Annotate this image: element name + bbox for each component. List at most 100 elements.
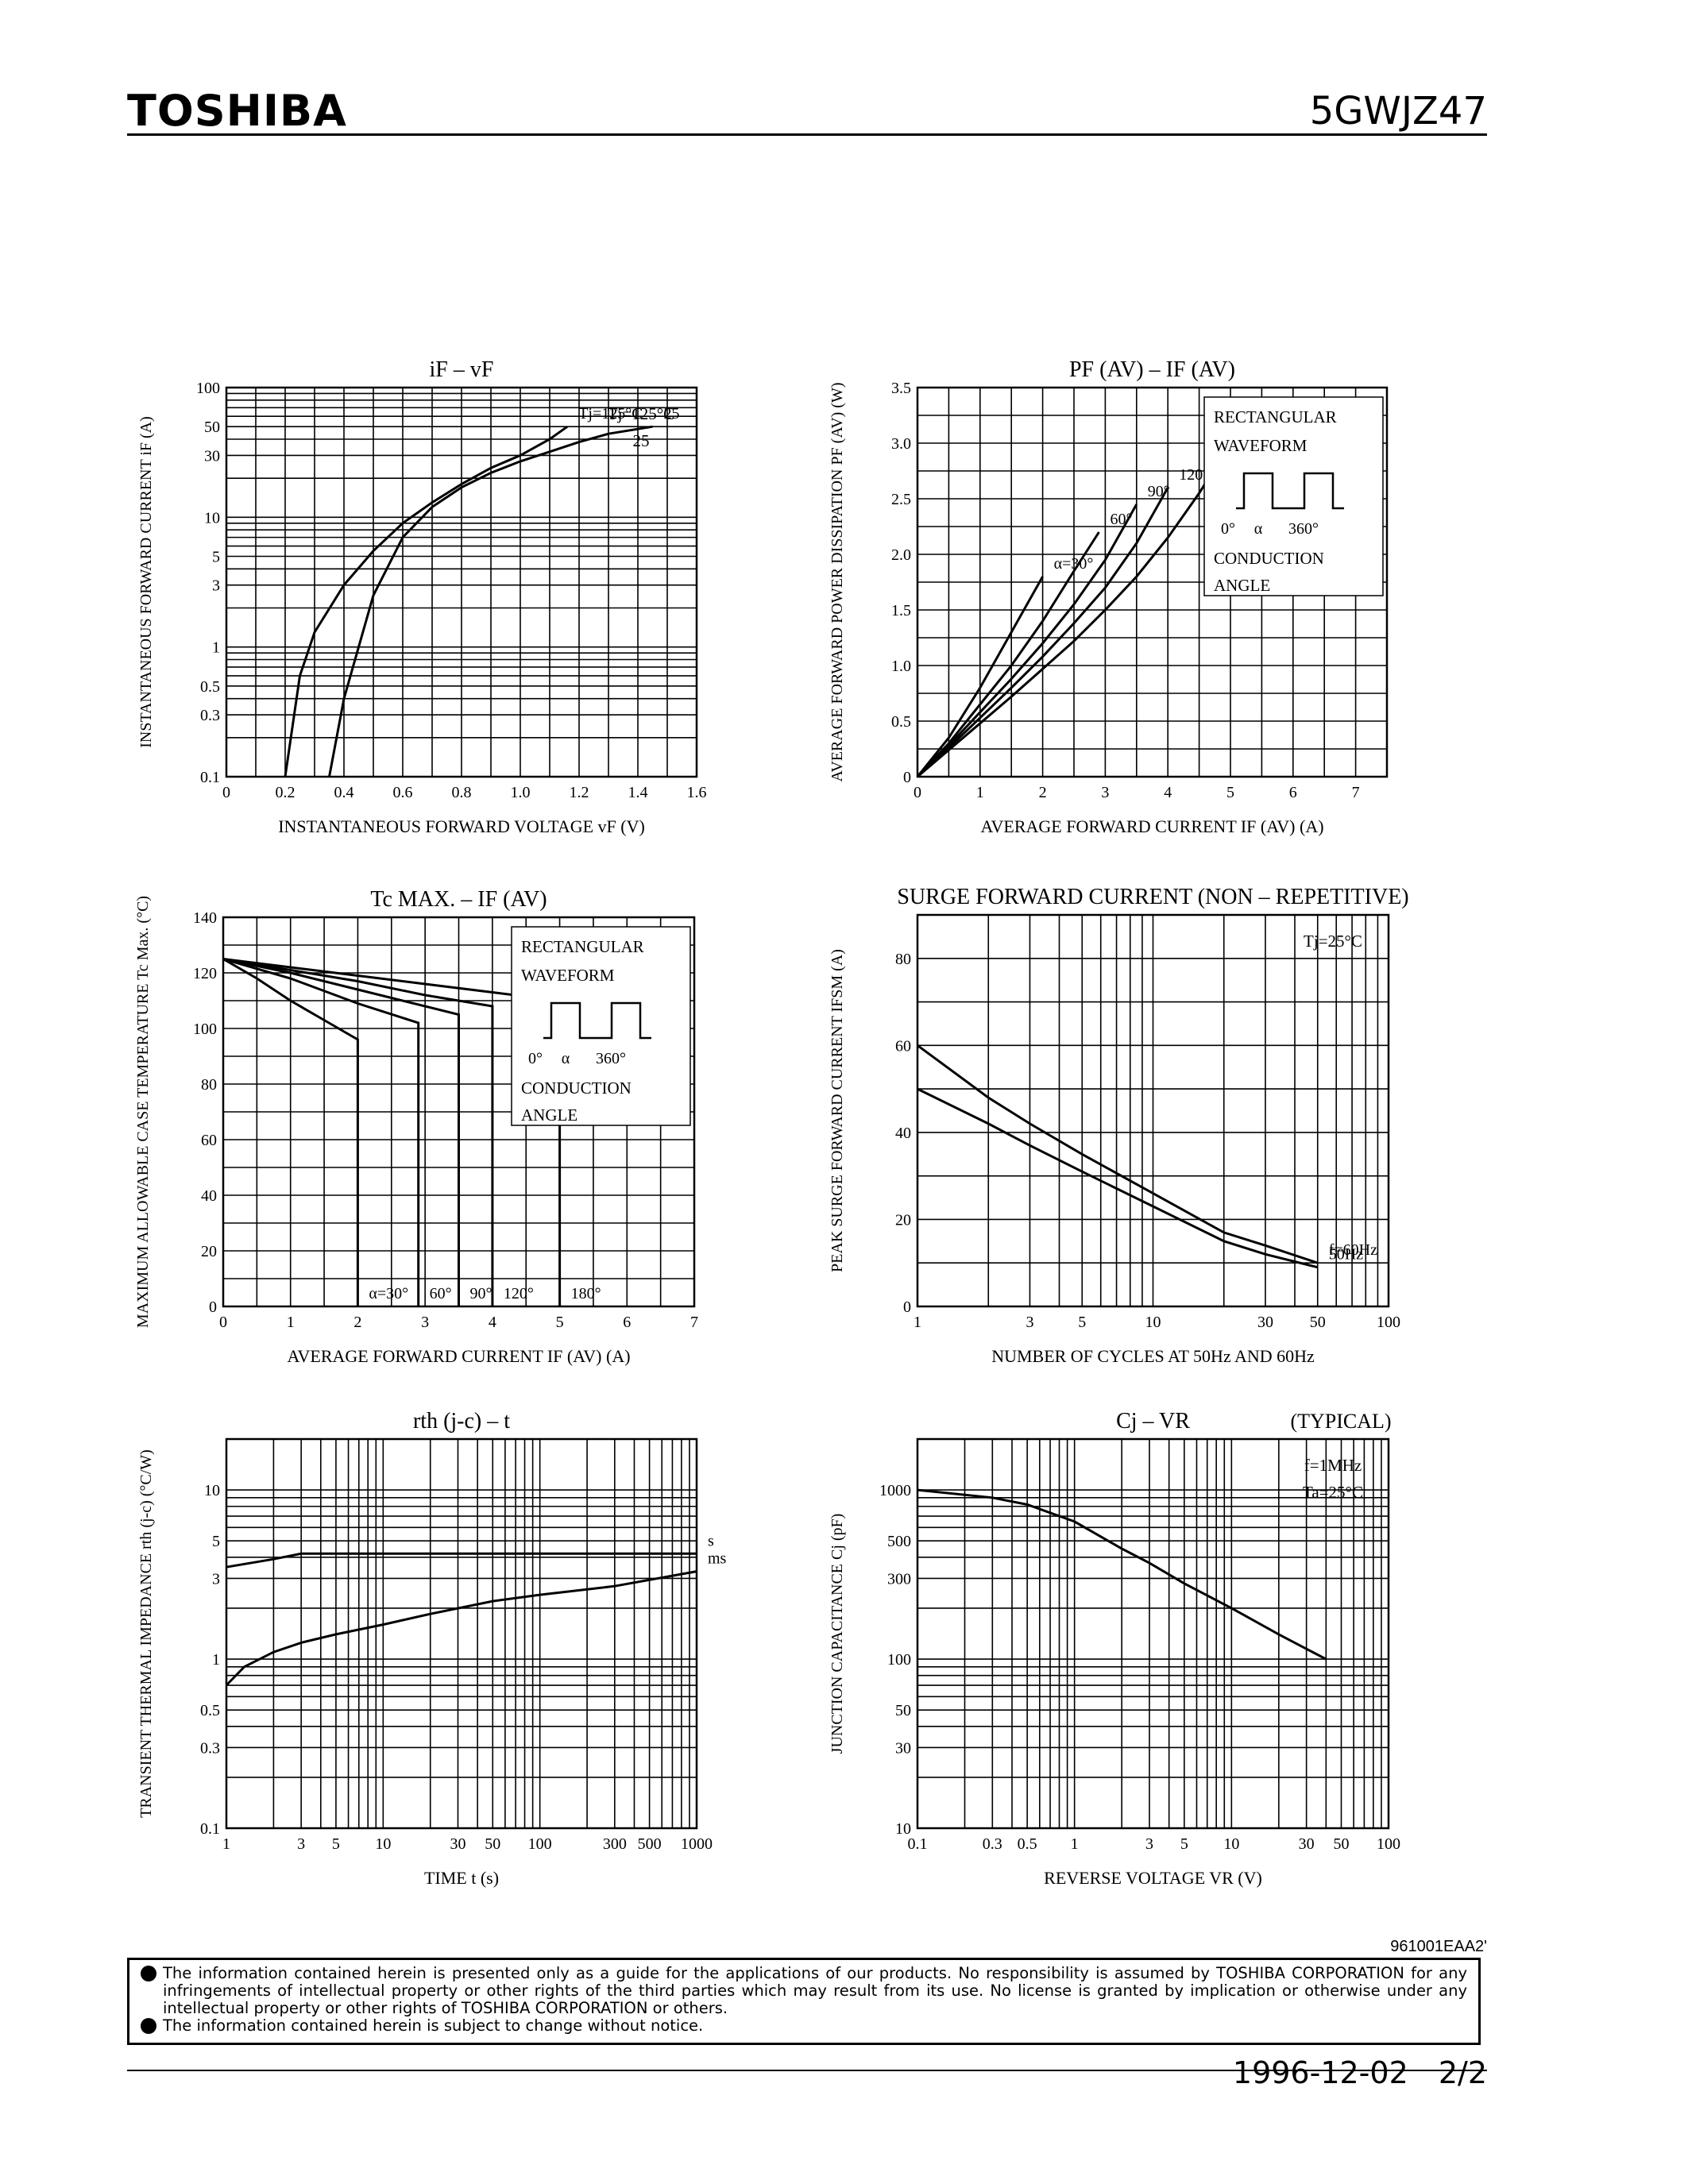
series-line <box>222 958 460 1306</box>
y-tick-label: 3.5 <box>891 380 911 397</box>
y-tick-label: 1.0 <box>891 658 911 675</box>
x-tick-label: 3 <box>421 1314 429 1331</box>
footer-page: 2/2 <box>1438 2055 1487 2090</box>
y-tick-label: 0.1 <box>200 1820 220 1838</box>
y-tick-label: 0.1 <box>200 769 220 786</box>
legend-box <box>511 926 691 1126</box>
x-tick-label: 3 <box>1145 1835 1153 1853</box>
legend-text: RECTANGULAR <box>521 937 644 956</box>
x-tick-label: 30 <box>450 1835 465 1853</box>
legend-text: ANGLE <box>521 1106 577 1125</box>
disclaimer-item: The information contained herein is pres… <box>141 1965 1467 2017</box>
footer: 1996-12-02 2/2 <box>1212 2055 1487 2090</box>
series-line <box>916 531 1100 778</box>
legend-text: 360° <box>596 1050 626 1067</box>
disclaimer-text: The information contained herein is subj… <box>163 2016 704 2035</box>
y-tick-label: 80 <box>895 951 911 968</box>
y-axis-label: MAXIMUM ALLOWABLE CASE TEMPERATURE Tc Ma… <box>134 896 152 1328</box>
plot-frame <box>916 913 1390 1308</box>
x-tick-label: 4 <box>489 1314 496 1331</box>
chart-title: PF (AV) – IF (AV) <box>1069 357 1235 382</box>
chart-title: rth (j-c) – t <box>413 1409 510 1433</box>
y-tick-label: 30 <box>895 1739 911 1757</box>
legend-text: WAVEFORM <box>521 966 615 985</box>
x-tick-label: 100 <box>528 1835 552 1853</box>
series-line <box>222 958 359 1306</box>
y-tick-label: 2.5 <box>891 491 911 508</box>
y-axis-label: TRANSIENT THERMAL IMPEDANCE rth (j-c) (°… <box>137 1449 155 1818</box>
y-tick-label: 0.3 <box>200 707 220 724</box>
y-tick-label: 1.5 <box>891 602 911 619</box>
waveform-icon <box>1236 472 1344 510</box>
y-tick-label: 30 <box>204 447 220 465</box>
legend-text: 0° <box>1221 520 1235 538</box>
y-tick-label: 80 <box>201 1076 217 1094</box>
x-axis-label: REVERSE VOLTAGE VR (V) <box>1044 1868 1262 1888</box>
x-tick-label: 100 <box>1377 1314 1400 1331</box>
series-line <box>226 1552 697 1569</box>
x-tick-label: 1.0 <box>511 784 531 801</box>
bullet-icon <box>141 1966 156 1981</box>
y-tick-label: 20 <box>201 1243 217 1260</box>
y-tick-label: 0 <box>903 769 911 786</box>
y-tick-label: 10 <box>204 1482 220 1499</box>
y-tick-label: 0.5 <box>200 1702 220 1719</box>
x-tick-label: 30 <box>1299 1835 1315 1853</box>
y-tick-label: 1000 <box>879 1482 911 1499</box>
x-tick-label: 10 <box>375 1835 391 1853</box>
x-tick-label: 6 <box>623 1314 631 1331</box>
y-tick-label: 3 <box>212 577 220 595</box>
x-tick-label: 10 <box>1223 1835 1239 1853</box>
series-line <box>328 425 653 778</box>
series-line <box>917 1488 1327 1661</box>
series-line <box>222 958 420 1306</box>
y-tick-label: 50 <box>204 419 220 436</box>
chart-annotation: 25 <box>633 431 650 450</box>
x-tick-label: 5 <box>1180 1835 1188 1853</box>
x-tick-label: 7 <box>690 1314 698 1331</box>
y-tick-label: 10 <box>895 1820 911 1838</box>
x-tick-label: 7 <box>1352 784 1360 801</box>
y-tick-label: 0 <box>903 1298 911 1316</box>
chart-annotation: Ta=25°C <box>1303 1483 1363 1502</box>
y-tick-label: 60 <box>201 1132 217 1149</box>
disclaimer-item: The information contained herein is subj… <box>141 2017 1467 2035</box>
y-tick-label: 100 <box>196 380 220 397</box>
x-tick-label: 6 <box>1289 784 1297 801</box>
series-label: 120° <box>504 1285 534 1302</box>
legend-text: 360° <box>1288 520 1319 538</box>
y-tick-label: 0.5 <box>200 678 220 696</box>
x-tick-label: 0.4 <box>334 784 354 801</box>
waveform-icon <box>543 1001 651 1040</box>
x-tick-label: 50 <box>1333 1835 1349 1853</box>
series-label: 180° <box>571 1285 601 1302</box>
series-label: 25 <box>664 405 680 423</box>
x-tick-label: 0 <box>219 1314 227 1331</box>
series-label: Tj=125°C <box>578 405 642 423</box>
x-tick-label: 3 <box>1026 1314 1033 1331</box>
y-tick-label: 5 <box>212 549 220 566</box>
series-label: 50Hz <box>1329 1246 1363 1264</box>
x-tick-label: 0 <box>222 784 230 801</box>
x-tick-label: 300 <box>603 1835 627 1853</box>
y-tick-label: 20 <box>895 1211 911 1229</box>
x-axis-label: TIME t (s) <box>424 1868 499 1888</box>
brand-logo: TOSHIBA <box>127 86 347 136</box>
series-label: ms <box>708 1550 727 1568</box>
y-tick-label: 10 <box>204 509 220 527</box>
footer-date: 1996-12-02 <box>1232 2055 1408 2090</box>
x-tick-label: 1000 <box>681 1835 713 1853</box>
x-tick-label: 5 <box>332 1835 340 1853</box>
series-line <box>916 504 1138 778</box>
series-label: 120° <box>1179 466 1209 484</box>
plot-frame <box>225 1437 698 1830</box>
chart-title: Tc MAX. – IF (AV) <box>370 887 547 912</box>
x-tick-label: 10 <box>1145 1314 1161 1331</box>
y-tick-label: 3.0 <box>891 435 911 453</box>
chart-title: iF – vF <box>430 357 494 382</box>
x-tick-label: 0.6 <box>393 784 413 801</box>
x-tick-label: 5 <box>1078 1314 1086 1331</box>
x-tick-label: 500 <box>638 1835 662 1853</box>
y-tick-label: 140 <box>193 909 217 927</box>
y-tick-label: 5 <box>212 1533 220 1550</box>
